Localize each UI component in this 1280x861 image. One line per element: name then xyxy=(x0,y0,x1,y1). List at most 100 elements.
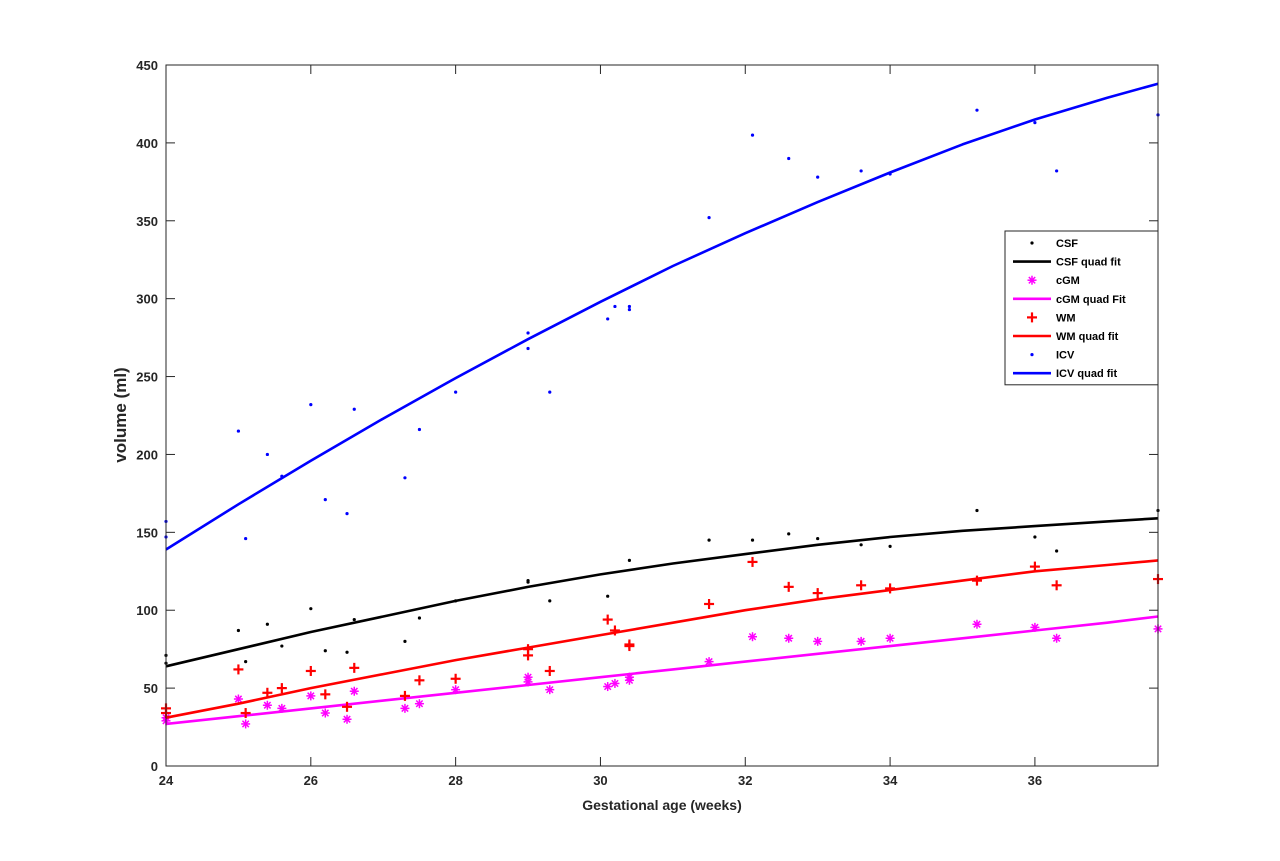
icv-point xyxy=(309,402,313,407)
cgm-point xyxy=(233,694,243,704)
x-tick-label: 26 xyxy=(304,773,318,788)
wm-point xyxy=(523,650,534,661)
wm-point xyxy=(320,689,331,700)
y-tick-label: 100 xyxy=(136,603,158,618)
series-csf-quad-fit xyxy=(165,517,1159,668)
wm-point xyxy=(544,665,555,676)
icv-point xyxy=(627,307,632,312)
csf-point xyxy=(787,532,791,536)
wm-point xyxy=(240,708,251,719)
cgm-point-d2 xyxy=(546,685,554,694)
cgm-point-d2 xyxy=(263,701,272,709)
csf-point xyxy=(627,558,632,562)
y-tick-label: 250 xyxy=(136,370,158,385)
cgm-point-d2 xyxy=(343,715,351,723)
legend-entry-cgm-label: cGM xyxy=(1056,275,1080,287)
wm-point xyxy=(342,701,353,712)
cgm-point-d2 xyxy=(625,676,634,685)
legend-entry-icv-swatch xyxy=(1030,353,1034,357)
legend-entry-cgm: cGM xyxy=(1027,275,1080,287)
x-axis-label: Gestational age (weeks) xyxy=(582,797,742,813)
cgm-point xyxy=(400,703,410,713)
csf-point xyxy=(417,616,422,620)
x-tick-label: 32 xyxy=(738,773,752,788)
icv-point xyxy=(526,331,530,335)
cgm-point-d2 xyxy=(973,620,981,628)
icv-point xyxy=(859,169,863,173)
icv-point xyxy=(1033,121,1037,125)
cgm-point-d2 xyxy=(321,709,330,717)
icv-point xyxy=(707,216,711,220)
wm-point xyxy=(856,580,867,591)
legend-entry-cgm-swatch-d2 xyxy=(1028,276,1036,284)
icv-point xyxy=(816,175,820,179)
wm-point xyxy=(1051,580,1062,591)
wm-point xyxy=(704,598,715,609)
y-tick-label: 300 xyxy=(136,292,158,307)
legend-entry-wm-label: WM xyxy=(1056,312,1076,324)
cgm-quad-fit-line xyxy=(165,615,1159,726)
wm-quad-fit-line xyxy=(165,559,1159,719)
cgm-point xyxy=(349,686,359,696)
csf-point xyxy=(280,644,284,648)
cgm-point xyxy=(603,682,613,692)
cgm-point xyxy=(545,685,555,695)
icv-point xyxy=(323,498,327,502)
cgm-point-d2 xyxy=(307,692,315,700)
legend-entry-csf-swatch xyxy=(1030,241,1034,245)
cgm-point xyxy=(885,633,895,643)
wm-point xyxy=(414,675,425,686)
csf-point xyxy=(816,536,820,541)
legend-entry-icv-label: ICV xyxy=(1056,350,1075,362)
wm-point xyxy=(602,614,613,625)
x-tick-label: 36 xyxy=(1028,773,1042,788)
icv-point xyxy=(548,390,552,394)
icv-point xyxy=(787,156,791,161)
wm-point xyxy=(276,683,287,694)
cgm-point xyxy=(610,678,620,688)
legend-entry-csf-quad-fit-label: CSF quad fit xyxy=(1056,257,1121,269)
y-tick-label: 400 xyxy=(136,136,158,151)
y-tick-label: 350 xyxy=(136,214,158,229)
cgm-point xyxy=(262,700,272,710)
icv-point xyxy=(454,390,458,394)
legend-entry-wm: WM xyxy=(1027,312,1076,324)
y-tick-label: 150 xyxy=(136,525,158,540)
csf-point xyxy=(707,538,711,542)
csf-point xyxy=(309,607,313,611)
icv-point xyxy=(345,512,349,516)
csf-point xyxy=(352,617,356,622)
csf-point xyxy=(548,599,552,603)
csf-point xyxy=(265,622,269,626)
wm-point xyxy=(1029,561,1040,572)
cgm-point xyxy=(624,675,634,685)
series-cgm xyxy=(161,619,1163,729)
y-tick-label: 450 xyxy=(136,58,158,73)
legend-entry-csf-quad-fit: CSF quad fit xyxy=(1013,257,1121,269)
wm-point xyxy=(233,664,244,675)
cgm-point-d2 xyxy=(813,637,822,646)
csf-point xyxy=(526,580,530,584)
legend-entry-cgm-quad-fit: cGM quad Fit xyxy=(1013,294,1126,306)
legend-entry-icv: ICV xyxy=(1030,350,1075,362)
cgm-point xyxy=(320,708,330,718)
wm-point xyxy=(450,673,461,684)
legend-entry-wm-swatch xyxy=(1027,312,1037,323)
csf-point xyxy=(606,594,610,598)
cgm-point xyxy=(306,691,316,701)
x-tick-label: 30 xyxy=(593,773,607,788)
cgm-point-d2 xyxy=(748,632,757,641)
cgm-point-d2 xyxy=(234,695,243,703)
wm-point xyxy=(971,575,982,586)
icv-quad-fit-line xyxy=(165,82,1159,551)
csf-point xyxy=(750,538,755,542)
cgm-point xyxy=(1052,633,1062,643)
cgm-point xyxy=(342,714,352,724)
axes-layer: 24 26 28 30 32 34 36 0 50 100 150 200 250 300 350 400 45… xyxy=(136,58,1159,788)
wm-point xyxy=(399,690,410,701)
cgm-point-d2 xyxy=(705,657,713,666)
legend-entry-wm-quad-fit: WM quad fit xyxy=(1013,331,1119,343)
cgm-point-d2 xyxy=(350,687,358,695)
cgm-point xyxy=(856,636,866,646)
